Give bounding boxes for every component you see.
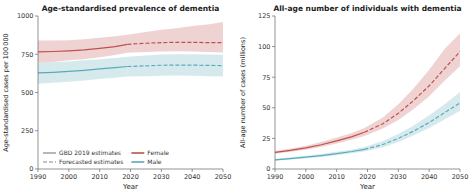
legend-handle [131, 152, 144, 154]
y-tick [35, 54, 38, 55]
legend-handle [131, 161, 144, 163]
legend-label: GBD 2019 estimates [59, 149, 121, 156]
y-tick-label: 25 [262, 135, 270, 143]
y-tick [272, 46, 275, 47]
y-tick [35, 92, 38, 93]
x-tick [429, 169, 430, 172]
uncertainty-band [38, 57, 127, 84]
y-tick-label: 50 [262, 104, 270, 112]
uncertainty-band [275, 147, 364, 161]
y-tick [272, 169, 275, 170]
x-tick-label: 1990 [30, 173, 47, 181]
uncertainty-band [127, 54, 223, 76]
legend-handle [43, 161, 56, 162]
x-tick [305, 169, 306, 172]
x-tick-label: 2040 [184, 173, 201, 181]
line [127, 42, 223, 44]
x-axis-label: Year [359, 183, 375, 191]
x-tick [99, 169, 100, 172]
x-tick [130, 169, 131, 172]
y-tick-label: 100 [258, 43, 270, 51]
y-axis [275, 16, 276, 169]
x-tick [367, 169, 368, 172]
y-axis-label: All-age number of cases (millions) [239, 37, 247, 148]
plot-area [275, 33, 460, 161]
legend: GBD 2019 estimates Forecasted estimates Fe… [43, 149, 169, 165]
x-tick [38, 169, 39, 172]
x-tick [192, 169, 193, 172]
y-tick [272, 16, 275, 17]
uncertainty-band [127, 22, 223, 53]
y-tick [272, 138, 275, 139]
x-tick [161, 169, 162, 172]
legend-label: Female [147, 149, 169, 156]
uncertainty-band [364, 92, 460, 152]
line [127, 65, 223, 66]
figure: Age-standardised prevalence of dementia0… [0, 0, 474, 195]
line [275, 132, 364, 152]
y-tick [35, 130, 38, 131]
x-tick [275, 169, 276, 172]
line [275, 149, 364, 159]
line [364, 51, 460, 132]
x-tick [68, 169, 69, 172]
y-tick-label: 1000 [17, 12, 34, 20]
x-tick-label: 2010 [91, 173, 108, 181]
y-tick [272, 107, 275, 108]
y-axis-label: Age-standardised cases per 100 000 [2, 33, 10, 152]
title: All-age number of individuals with demen… [273, 4, 461, 13]
x-tick-label: 2000 [298, 173, 315, 181]
x-tick-label: 2050 [452, 173, 469, 181]
x-tick [336, 169, 337, 172]
y-tick-label: 75 [262, 74, 270, 82]
panel: All-age number of individuals with demen… [239, 4, 468, 191]
x-tick-label: 2030 [390, 173, 407, 181]
y-tick [272, 77, 275, 78]
x-axis-label: Year [122, 183, 138, 191]
y-tick [35, 16, 38, 17]
y-tick-label: 500 [21, 89, 33, 97]
x-tick-label: 1990 [267, 173, 284, 181]
title: Age-standardised prevalence of dementia [42, 4, 220, 13]
plot-area [38, 22, 223, 84]
line [38, 44, 127, 52]
x-tick-label: 2050 [215, 173, 232, 181]
legend-handle [43, 152, 56, 153]
y-tick-label: 250 [21, 127, 33, 135]
x-tick [223, 169, 224, 172]
x-tick-label: 2030 [153, 173, 170, 181]
x-tick [398, 169, 399, 172]
panel: Age-standardised prevalence of dementia0… [2, 4, 231, 191]
y-tick-label: 125 [258, 12, 270, 20]
x-tick-label: 2000 [61, 173, 78, 181]
x-tick-label: 2010 [328, 173, 345, 181]
y-tick [35, 169, 38, 170]
x-tick-label: 2020 [122, 173, 139, 181]
legend-label: Forecasted estimates [59, 158, 123, 165]
legend-label: Male [147, 158, 162, 165]
x-tick-label: 2020 [359, 173, 376, 181]
y-tick-label: 750 [21, 51, 33, 59]
uncertainty-band [364, 33, 460, 136]
x-tick-label: 2040 [421, 173, 438, 181]
x-tick [460, 169, 461, 172]
line [38, 66, 127, 72]
line [364, 103, 460, 150]
